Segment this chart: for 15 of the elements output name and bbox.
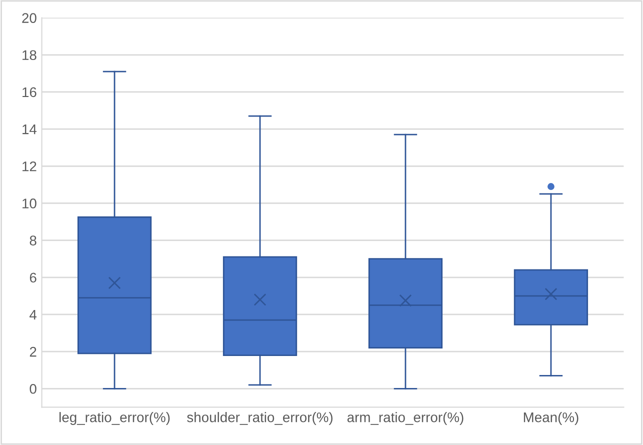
y-tick-label: 18 [22, 50, 36, 60]
x-tick-label: leg_ratio_error(%) [60, 412, 170, 425]
x-tick-label: shoulder_ratio_error(%) [187, 412, 332, 425]
y-tick-label: 2 [30, 346, 36, 357]
y-tick-label: 0 [30, 384, 36, 394]
y-tick-label: 8 [30, 236, 36, 246]
y-tick-label: 6 [30, 272, 36, 283]
y-tick-label: 14 [22, 124, 37, 134]
y-tick-label: 20 [22, 13, 36, 23]
y-tick-label: 4 [30, 310, 37, 320]
y-tick-label: 16 [22, 87, 36, 98]
x-tick-label: arm_ratio_error(%) [347, 412, 464, 425]
y-tick-label: 12 [22, 161, 36, 172]
y-tick-label: 10 [22, 198, 36, 208]
x-tick-label: Mean(%) [524, 412, 578, 425]
